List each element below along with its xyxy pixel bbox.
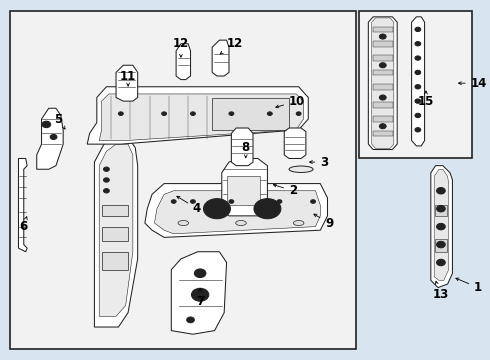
Circle shape xyxy=(103,167,109,171)
Circle shape xyxy=(437,224,445,230)
Circle shape xyxy=(437,259,445,266)
Polygon shape xyxy=(412,17,424,146)
Bar xyxy=(101,205,128,216)
Circle shape xyxy=(191,112,196,116)
Polygon shape xyxy=(372,18,394,148)
Bar xyxy=(373,69,393,75)
Ellipse shape xyxy=(178,221,189,226)
Bar xyxy=(10,12,356,348)
Ellipse shape xyxy=(294,221,304,226)
Circle shape xyxy=(415,128,421,132)
Polygon shape xyxy=(176,44,191,80)
Polygon shape xyxy=(222,158,268,216)
Circle shape xyxy=(415,56,421,60)
Ellipse shape xyxy=(236,221,246,226)
Circle shape xyxy=(415,27,421,32)
Text: 6: 6 xyxy=(19,217,27,233)
Circle shape xyxy=(203,199,230,219)
Circle shape xyxy=(268,112,272,116)
Circle shape xyxy=(103,178,109,182)
Bar xyxy=(373,41,393,46)
Circle shape xyxy=(415,113,421,118)
Circle shape xyxy=(50,134,57,139)
Polygon shape xyxy=(145,184,327,237)
Circle shape xyxy=(437,206,445,212)
Bar xyxy=(373,131,393,136)
Circle shape xyxy=(415,85,421,89)
Bar xyxy=(373,116,393,122)
Circle shape xyxy=(172,200,176,203)
Polygon shape xyxy=(154,191,320,234)
Text: 15: 15 xyxy=(418,91,434,108)
Polygon shape xyxy=(212,40,229,76)
Polygon shape xyxy=(99,94,303,140)
Circle shape xyxy=(42,121,50,128)
Polygon shape xyxy=(172,252,226,334)
Polygon shape xyxy=(95,137,138,327)
Circle shape xyxy=(437,188,445,194)
Polygon shape xyxy=(231,128,253,166)
Text: 10: 10 xyxy=(276,95,305,108)
Circle shape xyxy=(195,269,206,278)
Circle shape xyxy=(415,41,421,46)
Polygon shape xyxy=(19,158,27,252)
Bar xyxy=(212,98,289,130)
Text: 5: 5 xyxy=(54,113,65,129)
Text: 9: 9 xyxy=(314,214,333,230)
Text: 12: 12 xyxy=(173,37,189,57)
Ellipse shape xyxy=(289,166,313,172)
Circle shape xyxy=(379,95,386,100)
Polygon shape xyxy=(99,144,133,316)
Text: 11: 11 xyxy=(120,69,136,86)
Circle shape xyxy=(192,288,209,301)
Circle shape xyxy=(415,70,421,75)
Polygon shape xyxy=(434,169,449,280)
Bar xyxy=(435,239,447,252)
Circle shape xyxy=(379,63,386,68)
Bar xyxy=(226,176,260,205)
Circle shape xyxy=(415,99,421,103)
Circle shape xyxy=(187,317,195,323)
Text: 7: 7 xyxy=(196,288,204,309)
Bar xyxy=(373,55,393,61)
Circle shape xyxy=(277,200,282,203)
Circle shape xyxy=(296,112,301,116)
Text: 12: 12 xyxy=(220,37,243,54)
Circle shape xyxy=(229,200,234,203)
Text: 8: 8 xyxy=(242,141,250,158)
Bar xyxy=(373,102,393,108)
Bar xyxy=(101,252,128,270)
Polygon shape xyxy=(431,166,452,288)
Text: 1: 1 xyxy=(456,278,482,294)
Bar xyxy=(435,205,447,216)
Circle shape xyxy=(103,189,109,193)
Circle shape xyxy=(437,241,445,248)
Bar xyxy=(359,12,472,158)
Bar xyxy=(373,84,393,90)
Polygon shape xyxy=(368,17,397,149)
Circle shape xyxy=(119,112,123,116)
Text: 14: 14 xyxy=(459,77,487,90)
Polygon shape xyxy=(87,87,308,144)
Bar xyxy=(101,226,128,241)
Circle shape xyxy=(379,124,386,129)
Bar xyxy=(373,27,393,32)
Circle shape xyxy=(254,199,281,219)
Text: 13: 13 xyxy=(432,281,448,301)
Circle shape xyxy=(379,34,386,39)
Polygon shape xyxy=(284,128,306,158)
Text: 2: 2 xyxy=(273,184,297,197)
Circle shape xyxy=(229,112,234,116)
Text: 3: 3 xyxy=(310,156,328,168)
Circle shape xyxy=(162,112,167,116)
Polygon shape xyxy=(116,65,138,101)
Polygon shape xyxy=(37,108,63,169)
Text: 4: 4 xyxy=(177,196,201,215)
Circle shape xyxy=(311,200,316,203)
Circle shape xyxy=(191,200,196,203)
